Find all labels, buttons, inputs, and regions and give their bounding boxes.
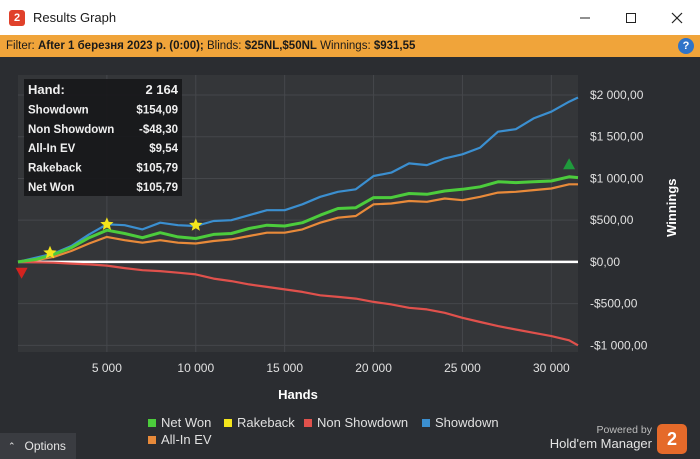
options-label: Options [24, 439, 66, 453]
x-tick-label: 5 000 [92, 361, 122, 375]
stats-overlay: Hand: 2 164 Showdown $154,09 Non Showdown -$4… [24, 79, 182, 196]
filter-winnings-value: $931,55 [373, 40, 416, 52]
y-tick-label: $2 000,00 [590, 88, 644, 102]
marker-rakeback [43, 245, 57, 259]
legend-label: Net Won [161, 415, 211, 430]
y-tick-label: $1 000,00 [590, 171, 644, 185]
y-tick-label: $500,00 [590, 213, 634, 227]
stat-label: Showdown [28, 104, 89, 116]
x-axis-label: Hands [278, 387, 318, 402]
maximize-button[interactable] [608, 0, 654, 35]
y-tick-label: -$500,00 [590, 297, 638, 311]
filter-blinds-label: Blinds: [206, 40, 242, 52]
stat-value: $105,79 [136, 182, 178, 194]
legend-label: Showdown [435, 415, 499, 430]
maximize-icon [626, 12, 636, 23]
x-tick-label: 25 000 [444, 361, 481, 375]
legend-swatch [304, 419, 312, 427]
legend-swatch [148, 419, 156, 427]
marker-min [15, 267, 28, 279]
filter-blinds-value: $25NL,$50NL [244, 40, 317, 52]
legend-label: All-In EV [161, 432, 212, 447]
legend-swatch [148, 436, 156, 444]
legend-label: Non Showdown [317, 415, 408, 430]
legend-swatch [422, 419, 430, 427]
y-tick-label: $0,00 [590, 255, 620, 269]
title-bar: 2 Results Graph [0, 0, 700, 35]
series-line-showdown [17, 96, 579, 263]
window-title: Results Graph [33, 10, 117, 25]
stats-box [24, 79, 182, 196]
y-tick-label: -$1 000,00 [590, 338, 648, 352]
y-axis-label: Winnings [664, 178, 679, 236]
filter-bar[interactable]: Filter: After 1 березня 2023 р. (0:00); … [0, 35, 700, 57]
legend-swatch [224, 419, 232, 427]
x-tick-label: 20 000 [355, 361, 392, 375]
x-tick-label: 15 000 [266, 361, 303, 375]
stat-value: $105,79 [136, 163, 178, 175]
minimize-icon [580, 17, 590, 18]
filter-label: Filter: [6, 40, 35, 52]
brand-name: Hold'em Manager [549, 436, 652, 451]
x-tick-label: 10 000 [177, 361, 214, 375]
filter-date: After 1 березня 2023 р. (0:00); [37, 40, 204, 52]
series-line-net-won [17, 175, 579, 264]
stat-value: $154,09 [136, 104, 178, 116]
chevron-up-icon: ⌃ [8, 440, 16, 451]
stat-label: Hand: [28, 82, 65, 97]
series-line-non-showdown [17, 260, 579, 347]
stat-label: Net Won [28, 182, 74, 194]
app-logo-icon: 2 [9, 9, 25, 26]
stat-value: 2 164 [145, 82, 178, 97]
help-icon[interactable]: ? [678, 38, 694, 54]
stat-value: -$48,30 [139, 124, 178, 136]
filter-winnings-label: Winnings: [320, 40, 371, 52]
brand-logo-icon: 2 [657, 424, 687, 454]
powered-by-text: Powered by [596, 424, 652, 436]
close-button[interactable] [654, 0, 700, 35]
stat-label: Non Showdown [28, 124, 114, 136]
marker-rakeback [100, 217, 114, 230]
x-tick-label: 30 000 [533, 361, 570, 375]
marker-max [563, 158, 576, 170]
y-tick-label: $1 500,00 [590, 130, 644, 144]
legend-label: Rakeback [237, 415, 295, 430]
minimize-button[interactable] [562, 0, 608, 35]
series-line-all-in-ev [17, 183, 578, 263]
close-icon [671, 12, 683, 23]
options-button[interactable]: ⌃ Options [0, 433, 76, 459]
marker-rakeback [189, 218, 203, 231]
stat-label: Rakeback [28, 163, 82, 175]
stat-label: All-In EV [28, 143, 76, 155]
stat-value: $9,54 [149, 143, 178, 155]
